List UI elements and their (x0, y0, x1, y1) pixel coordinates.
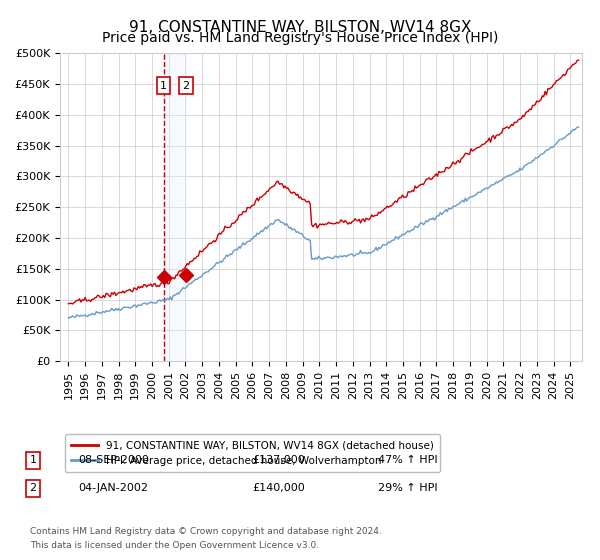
Text: 2: 2 (182, 81, 189, 91)
Text: £137,000: £137,000 (252, 455, 305, 465)
Text: 1: 1 (29, 455, 37, 465)
Text: Price paid vs. HM Land Registry's House Price Index (HPI): Price paid vs. HM Land Registry's House … (102, 31, 498, 45)
Text: £140,000: £140,000 (252, 483, 305, 493)
Text: Contains HM Land Registry data © Crown copyright and database right 2024.: Contains HM Land Registry data © Crown c… (30, 528, 382, 536)
Legend: 91, CONSTANTINE WAY, BILSTON, WV14 8GX (detached house), HPI: Average price, det: 91, CONSTANTINE WAY, BILSTON, WV14 8GX (… (65, 434, 440, 472)
Text: 2: 2 (29, 483, 37, 493)
Text: This data is licensed under the Open Government Licence v3.0.: This data is licensed under the Open Gov… (30, 541, 319, 550)
Text: 91, CONSTANTINE WAY, BILSTON, WV14 8GX: 91, CONSTANTINE WAY, BILSTON, WV14 8GX (129, 20, 471, 35)
Text: 29% ↑ HPI: 29% ↑ HPI (378, 483, 437, 493)
Text: 08-SEP-2000: 08-SEP-2000 (78, 455, 149, 465)
Text: 04-JAN-2002: 04-JAN-2002 (78, 483, 148, 493)
Text: 47% ↑ HPI: 47% ↑ HPI (378, 455, 437, 465)
Text: 1: 1 (160, 81, 167, 91)
Bar (164, 53, 185, 361)
